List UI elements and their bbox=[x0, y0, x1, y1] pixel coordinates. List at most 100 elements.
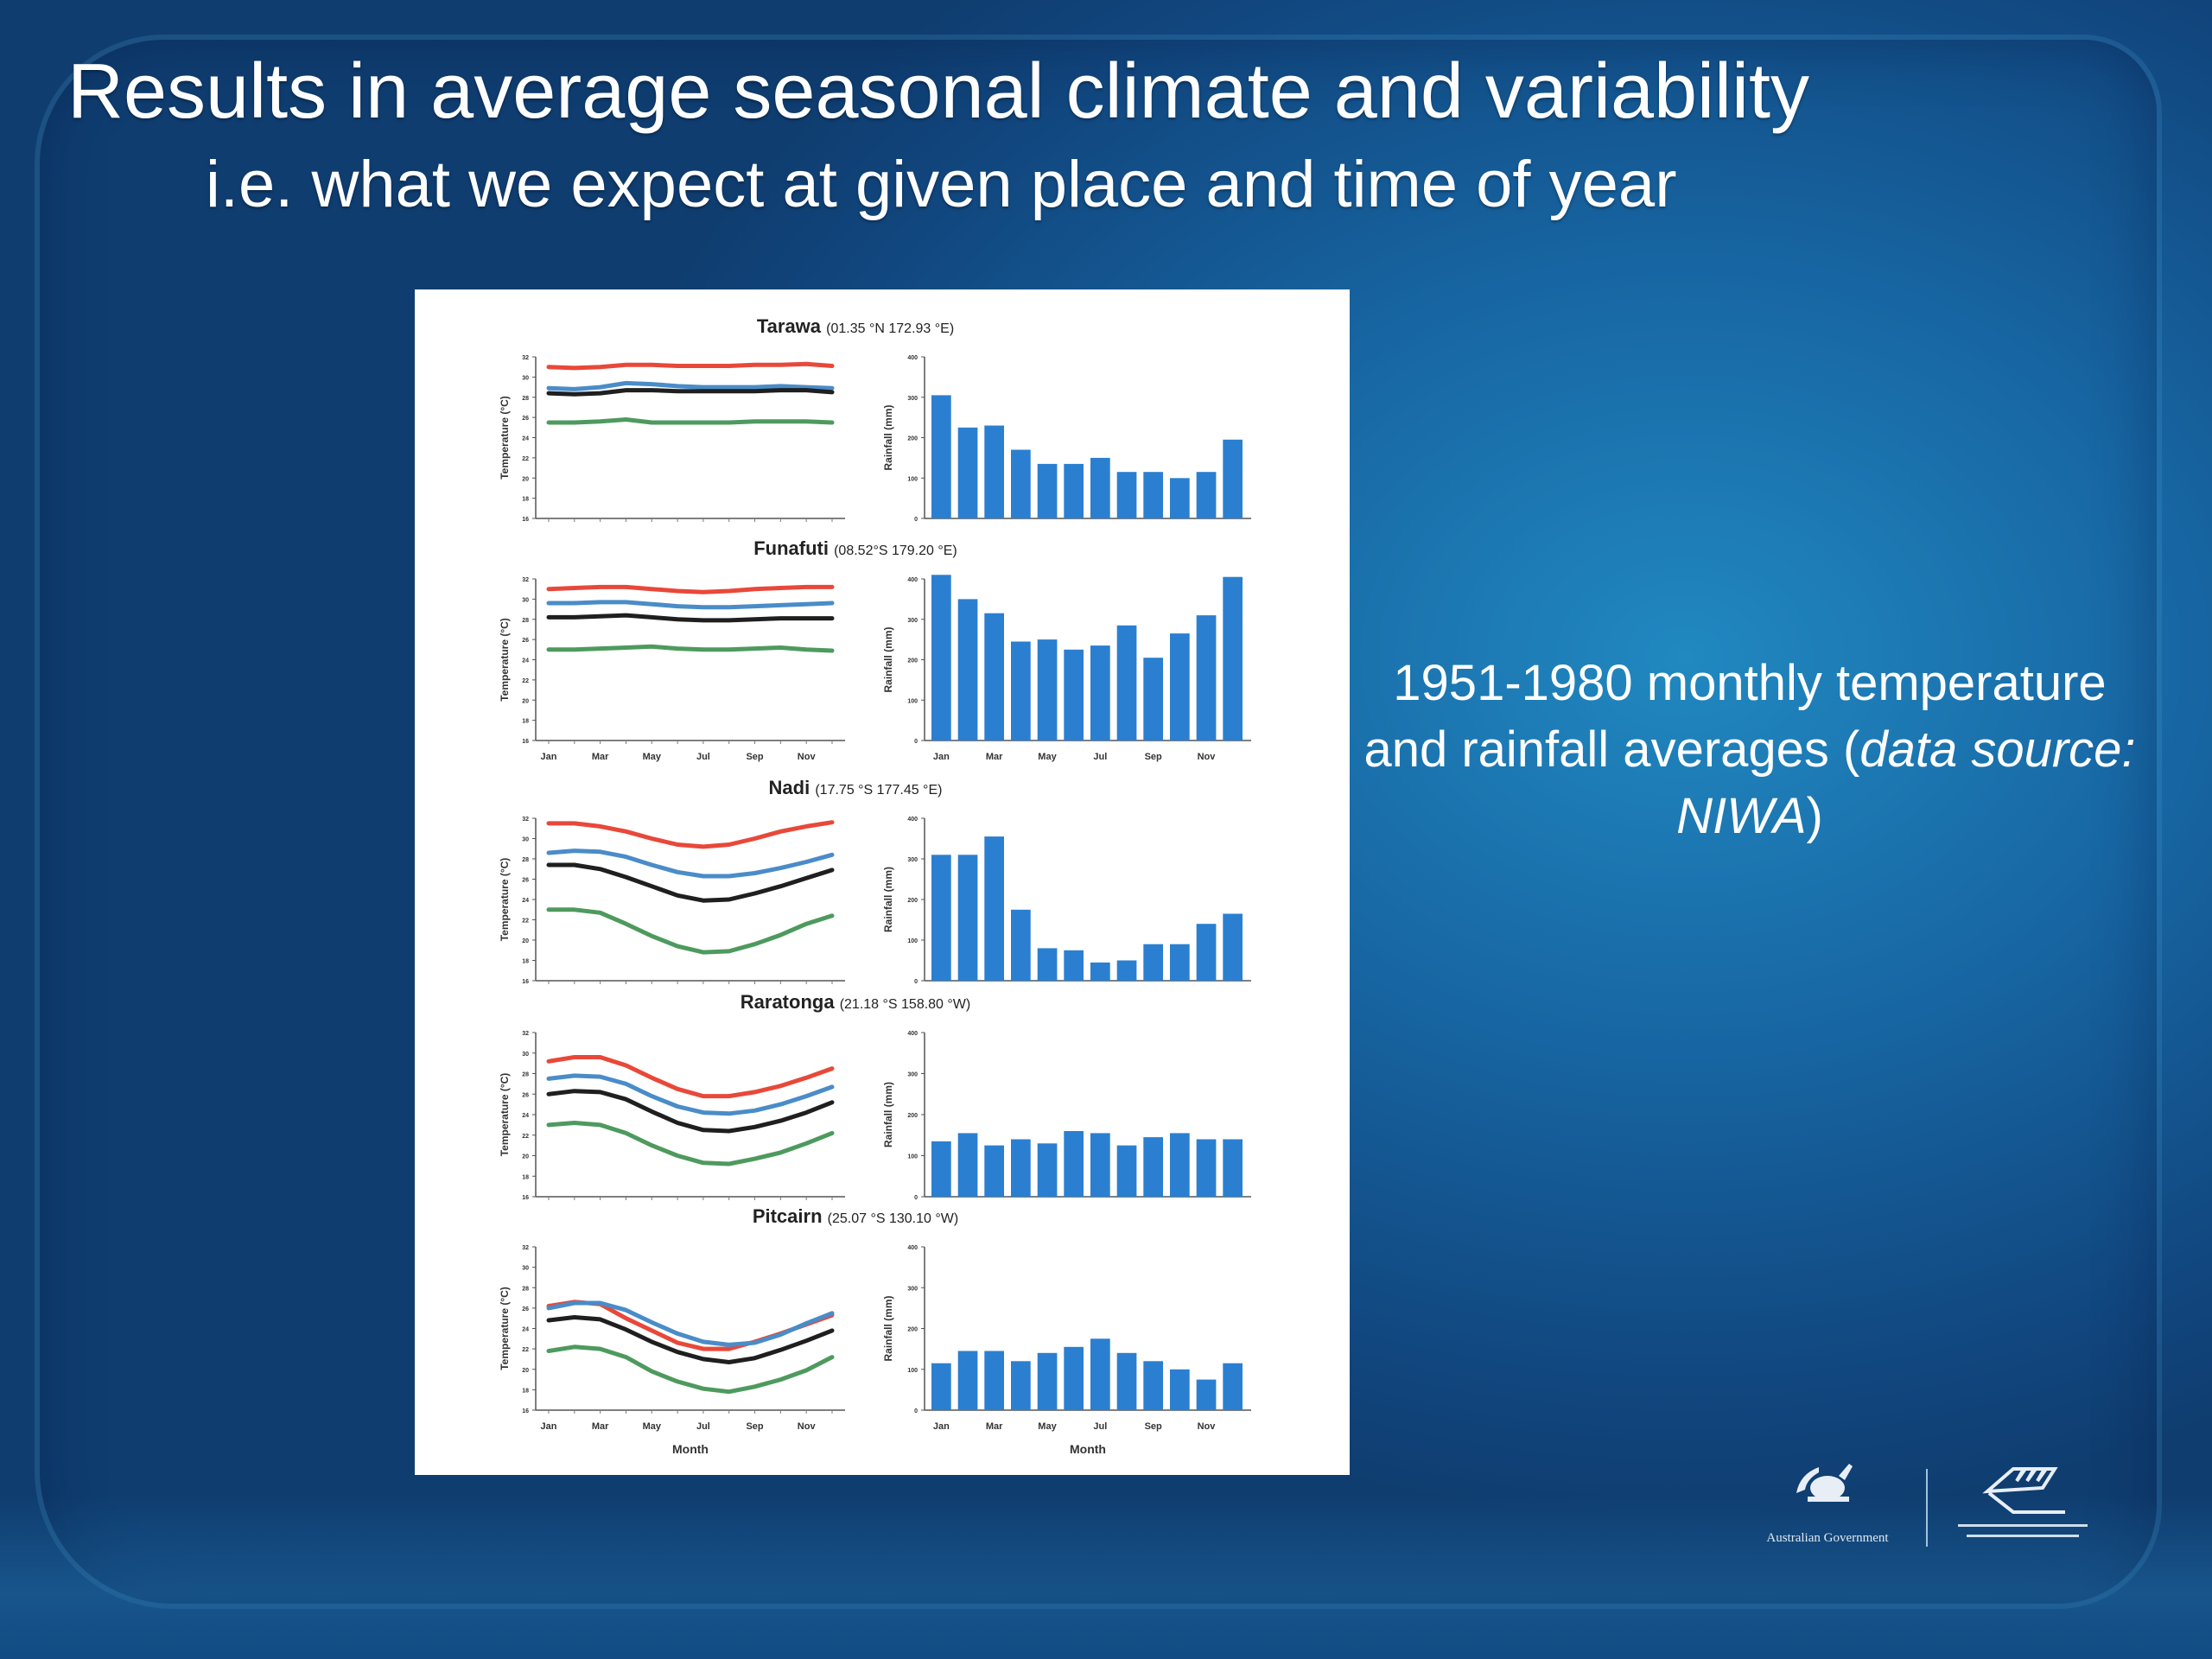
rainfall-chart: 0 100 200 300 400 Rainfall (mm) bbox=[882, 817, 1251, 985]
temperature-chart: 16 18 20 22 24 26 28 30 32 Jan Mar May Jul Sep Nov Temp… bbox=[499, 577, 845, 762]
y-tick-label: 26 bbox=[522, 638, 529, 644]
y-tick-label: 26 bbox=[522, 878, 529, 884]
rain-bar bbox=[1170, 478, 1190, 519]
y-tick-label: 24 bbox=[522, 1113, 529, 1119]
station-name: Funafuti bbox=[753, 537, 834, 559]
series-line-sst bbox=[546, 1073, 835, 1116]
rain-bar bbox=[1090, 457, 1110, 518]
climate-figure-svg: Tarawa (01.35 °N 172.93 °E) 16 18 20 22 24 26 2… bbox=[499, 315, 1251, 1456]
rain-bar bbox=[1143, 472, 1163, 518]
station-title: Tarawa (01.35 °N 172.93 °E) bbox=[757, 315, 954, 337]
x-tick-label: Sep bbox=[746, 752, 763, 762]
rain-bar bbox=[1170, 1133, 1190, 1197]
series-line-max-temp bbox=[546, 361, 835, 371]
rain-bar bbox=[984, 425, 1004, 518]
rain-bar bbox=[1223, 576, 1243, 741]
x-tick-label: Mar bbox=[592, 1421, 609, 1432]
slide-caption: 1951-1980 monthly temperature and rainfa… bbox=[1348, 650, 2152, 849]
y-tick-label: 20 bbox=[522, 1154, 529, 1160]
rain-bar bbox=[984, 1145, 1004, 1197]
caption-end: ) bbox=[1806, 788, 1823, 844]
rain-bar bbox=[1143, 1361, 1163, 1410]
y-tick-label: 18 bbox=[522, 719, 529, 725]
rain-bar bbox=[1196, 472, 1217, 518]
rain-bar bbox=[1011, 1139, 1031, 1197]
rain-bar bbox=[1090, 1133, 1110, 1197]
y-tick-label: 32 bbox=[522, 355, 529, 361]
rain-bar bbox=[1064, 950, 1084, 982]
rain-bar bbox=[1116, 1145, 1137, 1197]
series-line-max-temp bbox=[546, 820, 835, 849]
slide-title: Results in average seasonal climate and … bbox=[67, 48, 1810, 135]
x-axis-label: Month bbox=[672, 1442, 709, 1456]
y-tick-label: 26 bbox=[522, 416, 529, 422]
rain-bar bbox=[1170, 633, 1190, 741]
y-tick-label: 30 bbox=[522, 1266, 529, 1272]
x-tick-label: Jan bbox=[933, 752, 950, 762]
series-line-min-temp bbox=[546, 1344, 835, 1395]
y-axis-label: Rainfall (mm) bbox=[882, 867, 894, 932]
station-name: Tarawa bbox=[757, 315, 826, 337]
station-panel-nadi: Nadi (17.75 °S 177.45 °E) 16 18 20 22 24 26 28 3… bbox=[499, 777, 1251, 985]
y-axis-label: Temperature (°C) bbox=[499, 858, 511, 942]
rain-bar bbox=[1143, 658, 1163, 741]
x-tick-label: Jul bbox=[696, 752, 710, 762]
rain-bar bbox=[1011, 1361, 1031, 1410]
rain-bar bbox=[1090, 1338, 1110, 1410]
y-tick-label: 100 bbox=[907, 1368, 918, 1374]
x-tick-label: Jul bbox=[1093, 752, 1107, 762]
x-tick-label: Sep bbox=[1145, 752, 1162, 762]
y-tick-label: 18 bbox=[522, 959, 529, 965]
y-tick-label: 16 bbox=[522, 517, 529, 523]
y-axis-label: Temperature (°C) bbox=[499, 1073, 511, 1157]
rain-bar bbox=[1090, 645, 1110, 741]
y-tick-label: 200 bbox=[907, 658, 918, 664]
series-line-mean-temp bbox=[546, 862, 835, 903]
y-tick-label: 16 bbox=[522, 1195, 529, 1201]
x-tick-label: Sep bbox=[746, 1421, 763, 1432]
rain-bar bbox=[1037, 1352, 1058, 1410]
series-line-mean-temp bbox=[546, 1315, 835, 1364]
series-line-mean-temp bbox=[546, 388, 835, 397]
rain-bar bbox=[931, 1363, 951, 1410]
y-tick-label: 200 bbox=[907, 1113, 918, 1119]
y-tick-label: 300 bbox=[907, 1072, 918, 1078]
series-line-sst bbox=[546, 600, 835, 610]
y-tick-label: 32 bbox=[522, 817, 529, 823]
x-tick-label: Mar bbox=[986, 752, 1003, 762]
rainfall-chart: 0 100 200 300 400 Rainfall (mm) bbox=[882, 1031, 1251, 1201]
y-tick-label: 100 bbox=[907, 938, 918, 944]
station-coords: (08.52°S 179.20 °E) bbox=[834, 543, 957, 558]
x-tick-label: Jan bbox=[541, 752, 557, 762]
x-tick-label: Jul bbox=[696, 1421, 710, 1432]
rain-bar bbox=[957, 427, 978, 518]
rain-bar bbox=[931, 855, 951, 981]
rain-bar bbox=[1037, 463, 1058, 518]
y-tick-label: 28 bbox=[522, 618, 529, 624]
y-tick-label: 16 bbox=[522, 739, 529, 745]
y-tick-label: 18 bbox=[522, 1388, 529, 1394]
y-tick-label: 32 bbox=[522, 1245, 529, 1251]
station-panel-raratonga: Raratonga (21.18 °S 158.80 °W) 16 18 20 22 24… bbox=[499, 991, 1251, 1201]
y-tick-label: 16 bbox=[522, 979, 529, 985]
y-tick-label: 400 bbox=[907, 817, 918, 823]
rain-bar bbox=[931, 575, 951, 741]
slide-subtitle: i.e. what we expect at given place and t… bbox=[206, 148, 1677, 221]
y-tick-label: 300 bbox=[907, 857, 918, 863]
rain-bar bbox=[1196, 615, 1217, 741]
y-tick-label: 28 bbox=[522, 1286, 529, 1292]
rain-bar bbox=[957, 1351, 978, 1410]
y-tick-label: 24 bbox=[522, 1327, 529, 1333]
y-tick-label: 22 bbox=[522, 678, 529, 684]
rain-bar bbox=[1223, 913, 1243, 981]
station-panel-pitcairn: Pitcairn (25.07 °S 130.10 °W) 16 18 20 22 24 2… bbox=[499, 1205, 1251, 1456]
y-tick-label: 20 bbox=[522, 476, 529, 482]
temperature-chart: 16 18 20 22 24 26 28 30 32 Temperature (°C) bbox=[499, 355, 845, 523]
rain-bar bbox=[931, 395, 951, 518]
rain-bar bbox=[1116, 472, 1137, 518]
rainfall-chart: 0 100 200 300 400 Jan Mar May Jul Sep Nov Rainfall … bbox=[882, 1245, 1251, 1456]
station-name: Pitcairn bbox=[753, 1205, 828, 1227]
y-tick-label: 0 bbox=[914, 1408, 918, 1414]
rain-bar bbox=[1037, 639, 1058, 741]
series-line-min-temp bbox=[546, 1121, 835, 1166]
